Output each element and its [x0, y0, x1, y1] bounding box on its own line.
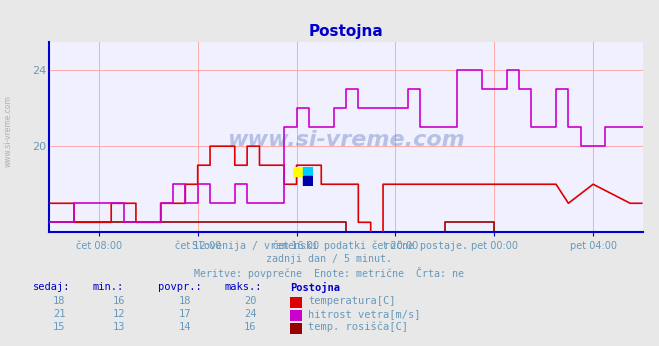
Bar — [303, 167, 313, 176]
Text: povpr.:: povpr.: — [158, 282, 202, 292]
Text: temperatura[C]: temperatura[C] — [308, 296, 396, 306]
Text: 20: 20 — [244, 296, 256, 306]
Text: 16: 16 — [244, 322, 256, 332]
Title: Postojna: Postojna — [308, 24, 384, 39]
Text: www.si-vreme.com: www.si-vreme.com — [3, 95, 13, 167]
Text: 18: 18 — [179, 296, 190, 306]
Text: Meritve: povprečne  Enote: metrične  Črta: ne: Meritve: povprečne Enote: metrične Črta:… — [194, 267, 465, 279]
Text: 21: 21 — [53, 309, 65, 319]
Text: 13: 13 — [113, 322, 125, 332]
Text: temp. rosišča[C]: temp. rosišča[C] — [308, 322, 409, 332]
Text: 15: 15 — [53, 322, 65, 332]
Bar — [293, 167, 303, 176]
Text: sedaj:: sedaj: — [33, 282, 71, 292]
Text: hitrost vetra[m/s]: hitrost vetra[m/s] — [308, 309, 421, 319]
Text: 18: 18 — [53, 296, 65, 306]
Text: Slovenija / vremenski podatki - ročne postaje.: Slovenija / vremenski podatki - ročne po… — [192, 240, 467, 251]
Bar — [303, 176, 313, 186]
Text: 24: 24 — [244, 309, 256, 319]
Text: 14: 14 — [179, 322, 190, 332]
Text: 12: 12 — [113, 309, 125, 319]
Text: maks.:: maks.: — [224, 282, 262, 292]
Text: min.:: min.: — [92, 282, 123, 292]
Text: 16: 16 — [113, 296, 125, 306]
Text: www.si-vreme.com: www.si-vreme.com — [227, 130, 465, 151]
Text: zadnji dan / 5 minut.: zadnji dan / 5 minut. — [266, 254, 393, 264]
Text: 17: 17 — [179, 309, 190, 319]
Text: Postojna: Postojna — [290, 282, 340, 293]
